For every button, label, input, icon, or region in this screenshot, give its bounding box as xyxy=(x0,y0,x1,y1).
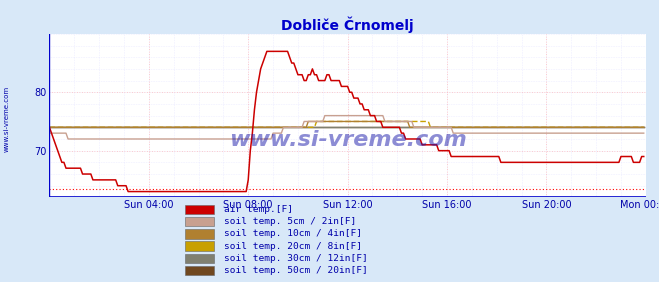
Title: Dobliče Črnomelj: Dobliče Črnomelj xyxy=(281,16,414,33)
FancyBboxPatch shape xyxy=(185,266,214,275)
Text: soil temp. 5cm / 2in[F]: soil temp. 5cm / 2in[F] xyxy=(224,217,357,226)
FancyBboxPatch shape xyxy=(185,254,214,263)
Text: www.si-vreme.com: www.si-vreme.com xyxy=(229,130,467,150)
Text: soil temp. 50cm / 20in[F]: soil temp. 50cm / 20in[F] xyxy=(224,266,368,275)
Text: www.si-vreme.com: www.si-vreme.com xyxy=(3,85,10,151)
FancyBboxPatch shape xyxy=(185,205,214,214)
Text: soil temp. 10cm / 4in[F]: soil temp. 10cm / 4in[F] xyxy=(224,229,362,238)
FancyBboxPatch shape xyxy=(185,229,214,239)
FancyBboxPatch shape xyxy=(185,217,214,226)
Text: soil temp. 20cm / 8in[F]: soil temp. 20cm / 8in[F] xyxy=(224,242,362,251)
FancyBboxPatch shape xyxy=(185,241,214,251)
Text: air temp.[F]: air temp.[F] xyxy=(224,205,293,214)
Text: soil temp. 30cm / 12in[F]: soil temp. 30cm / 12in[F] xyxy=(224,254,368,263)
